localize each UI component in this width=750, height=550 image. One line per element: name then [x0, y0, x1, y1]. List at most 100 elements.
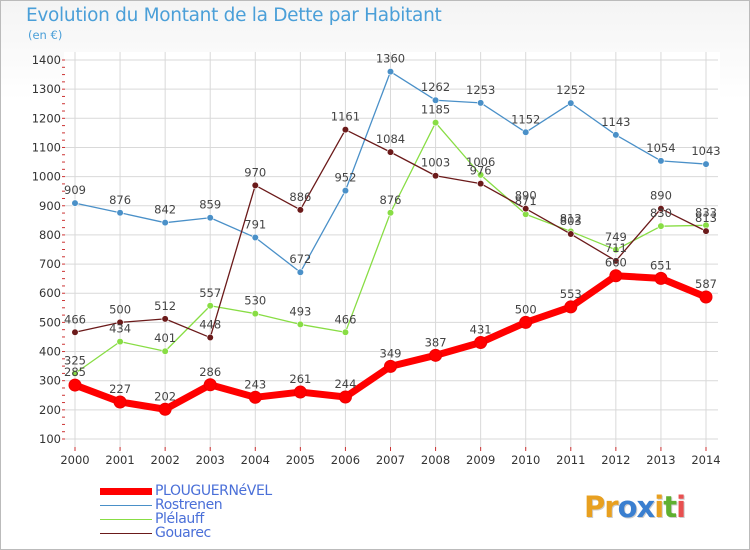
data-label: 557 — [199, 286, 221, 300]
logo-letter: o — [617, 490, 638, 524]
data-label: 553 — [560, 287, 582, 301]
legend-item-rostrenen: Rostrenen — [100, 497, 360, 513]
series-point-2 — [341, 328, 350, 336]
series-point-0 — [158, 402, 172, 416]
data-label: 876 — [380, 193, 402, 207]
legend-label-plouguernevel: PLOUGUERNéVEL — [155, 483, 272, 499]
series-point-3 — [522, 205, 530, 213]
data-label: 587 — [695, 277, 717, 291]
y-tick-label: 900 — [39, 199, 61, 213]
data-label: 1262 — [421, 80, 450, 94]
series-point-3 — [431, 172, 440, 180]
data-label: 890 — [515, 189, 537, 203]
legend-swatch-plelauff — [100, 519, 152, 520]
series-point-3 — [161, 315, 169, 323]
series-point-0 — [248, 390, 262, 404]
data-label: 286 — [199, 365, 221, 379]
data-label: 909 — [64, 183, 86, 197]
x-tick-label: 2001 — [105, 453, 134, 467]
series-point-0 — [699, 290, 713, 304]
series-point-3 — [341, 126, 350, 134]
data-label: 886 — [289, 190, 311, 204]
data-label: 325 — [64, 353, 86, 367]
data-label: 871 — [515, 194, 537, 208]
proxiti-logo: Proxiti — [584, 490, 686, 524]
series-point-1 — [206, 214, 214, 222]
y-tick-label: 500 — [39, 315, 61, 329]
legend-label-gouarec: Gouarec — [155, 525, 211, 541]
data-label: 261 — [289, 372, 311, 386]
logo-letter: i — [676, 490, 686, 524]
data-label: 512 — [154, 299, 176, 313]
data-label: 859 — [199, 198, 221, 212]
data-label: 530 — [244, 294, 266, 308]
series-point-0 — [203, 378, 217, 392]
series-point-3 — [296, 206, 304, 214]
x-tick-label: 2000 — [60, 453, 89, 467]
series-point-2 — [431, 119, 440, 127]
x-tick-label: 2011 — [556, 453, 585, 467]
logo-letter: x — [636, 490, 656, 524]
series-point-2 — [612, 246, 620, 254]
data-label: 1054 — [646, 141, 675, 155]
data-label: 1006 — [466, 155, 495, 169]
legend-item-plelauff: Plélauff — [100, 511, 360, 527]
data-label: 672 — [289, 252, 311, 266]
data-label: 285 — [64, 365, 86, 379]
series-point-1 — [386, 68, 395, 76]
series-point-0 — [113, 395, 127, 409]
series-point-2 — [386, 209, 395, 217]
x-tick-label: 2005 — [286, 453, 315, 467]
series-point-3 — [116, 318, 124, 326]
logo-letter: P — [584, 490, 605, 524]
series-point-1 — [251, 233, 259, 242]
y-tick-label: 300 — [39, 374, 61, 388]
data-label: 1143 — [601, 115, 630, 129]
legend-swatch-rostrenen — [100, 505, 152, 506]
data-label: 466 — [64, 312, 86, 326]
data-label: 791 — [244, 218, 266, 232]
data-label: 970 — [244, 165, 266, 179]
y-tick-label: 400 — [39, 345, 61, 359]
series-point-2 — [161, 347, 169, 355]
data-label: 876 — [109, 193, 131, 207]
x-tick-label: 2008 — [421, 453, 450, 467]
x-tick-label: 2014 — [691, 453, 720, 467]
series-point-1 — [161, 219, 169, 227]
data-label: 833 — [695, 205, 717, 219]
data-label: 711 — [605, 241, 627, 255]
y-tick-label: 1300 — [32, 82, 61, 96]
data-label: 349 — [380, 346, 402, 360]
data-label: 812 — [560, 211, 582, 225]
data-label: 493 — [289, 304, 311, 318]
series-point-1 — [612, 131, 620, 139]
chart-title: Evolution du Montant de la Dette par Hab… — [26, 5, 442, 26]
x-tick-label: 2004 — [241, 453, 270, 467]
series-point-0 — [519, 315, 533, 329]
series-point-0 — [429, 348, 443, 362]
series-point-2 — [477, 171, 485, 179]
series-point-3 — [206, 333, 214, 342]
series-point-2 — [657, 222, 665, 230]
data-label: 500 — [515, 302, 537, 316]
data-label: 830 — [650, 206, 672, 220]
legend-swatch-plouguernevel — [100, 488, 152, 495]
series-point-1 — [522, 128, 530, 136]
data-label: 431 — [470, 323, 492, 337]
data-label: 1185 — [421, 103, 450, 117]
series-point-1 — [657, 157, 665, 165]
legend-swatch-gouarec — [100, 533, 152, 534]
data-label: 387 — [425, 335, 447, 349]
series-point-1 — [431, 96, 440, 104]
series-point-2 — [116, 338, 124, 346]
series-point-3 — [386, 148, 395, 156]
data-label: 466 — [334, 312, 356, 326]
data-label: 500 — [109, 302, 131, 316]
data-label: 813 — [695, 211, 717, 225]
series-point-2 — [71, 369, 79, 378]
data-label: 1253 — [466, 83, 495, 97]
x-tick-label: 2013 — [646, 453, 675, 467]
y-tick-label: 1400 — [32, 53, 61, 67]
series-point-3 — [702, 227, 710, 235]
